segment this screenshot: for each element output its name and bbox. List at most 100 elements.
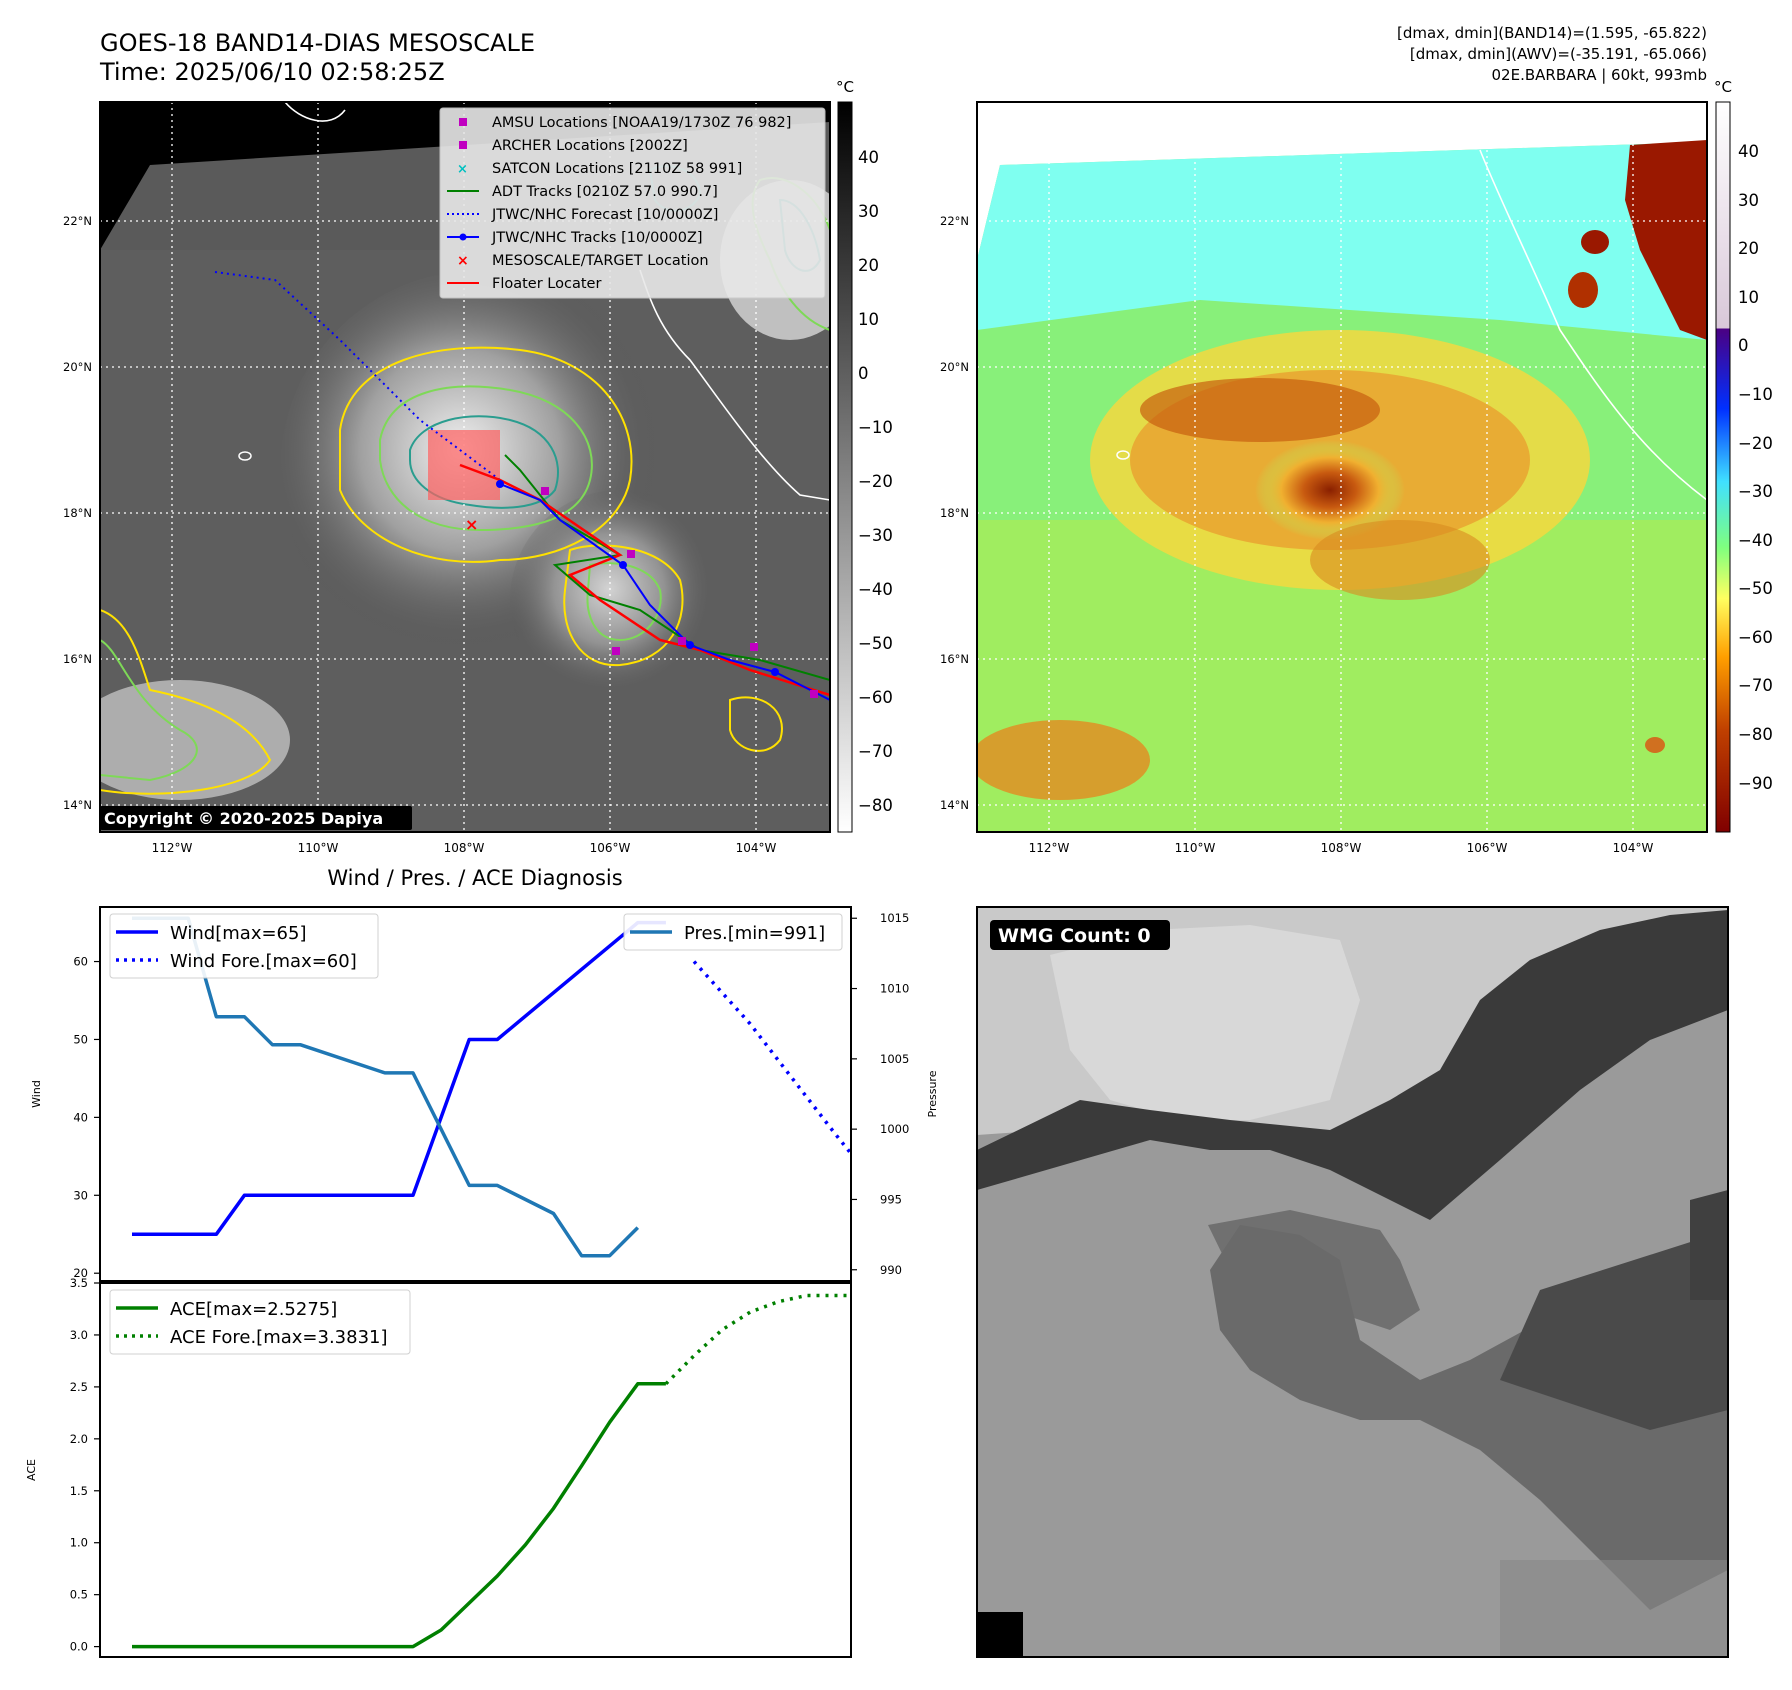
ace-series-1 [664,1293,851,1386]
wind-ytick-right-label-5: 1015 [880,911,909,925]
svg-text:18°N: 18°N [940,506,969,520]
svg-text:108°W: 108°W [444,841,485,855]
svg-text:Copyright © 2020-2025 Dapiya: Copyright © 2020-2025 Dapiya [104,809,383,828]
svg-text:Pres.[min=991]: Pres.[min=991] [684,923,825,944]
ir-lat-ticks: 22°N 20°N 18°N 16°N 14°N [63,214,92,812]
svg-text:20: 20 [858,256,879,275]
legend-item-archer: ARCHER Locations [2002Z] [459,138,688,154]
wind-ytick-label-1: 30 [73,1188,88,1202]
svg-text:104°W: 104°W [736,841,777,855]
ace-ytick-label-2: 1.0 [70,1536,88,1550]
wmg-panel: WMG Count: 0 [976,906,1729,1658]
svg-text:10: 10 [1738,288,1759,307]
wind-ytick-right-label-1: 995 [880,1192,902,1206]
svg-text:16°N: 16°N [63,652,92,666]
svg-text:106°W: 106°W [1467,841,1508,855]
svg-text:110°W: 110°W [298,841,339,855]
svg-text:22°N: 22°N [940,214,969,228]
info-band14: [dmax, dmin](BAND14)=(1.595, -65.822) [1397,24,1707,42]
time-label: Time: 2025/06/10 02:58:25Z [99,58,445,86]
ace-chart: 0.0 0.5 1.0 1.5 2.0 2.5 3.0 3.5 ACE ACE[max=2.5… [25,1276,852,1658]
awv-map-panel [977,102,1707,832]
svg-text:104°W: 104°W [1613,841,1654,855]
svg-text:JTWC/NHC Tracks [10/0000Z]: JTWC/NHC Tracks [10/0000Z] [491,230,703,246]
svg-text:18°N: 18°N [63,506,92,520]
wind-ytick-right-label-3: 1005 [880,1052,909,1066]
mesoscale-box [428,430,500,500]
svg-text:112°W: 112°W [152,841,193,855]
awv-gridlines [977,102,1707,832]
floater-track [459,463,830,697]
svg-text:40: 40 [858,148,879,167]
wind-legend: Wind[max=65] Wind Fore.[max=60] [109,913,379,979]
wind-ylabel: Wind [30,1080,43,1108]
awv-colorbar: °C 40 30 20 10 0 −10 −20 −30 −40 −50 −60… [1714,78,1773,833]
svg-text:ACE Fore.[max=3.3831]: ACE Fore.[max=3.3831] [170,1327,388,1348]
svg-text:−50: −50 [1738,579,1773,598]
svg-text:−80: −80 [1738,725,1773,744]
svg-text:Wind[max=65]: Wind[max=65] [170,923,307,944]
wind-series-1 [692,960,851,1157]
svg-text:110°W: 110°W [1175,841,1216,855]
svg-text:°C: °C [1714,78,1732,96]
svg-text:30: 30 [1738,191,1759,210]
awv-lat-ticks: 22°N 20°N 18°N 16°N 14°N [940,214,969,812]
svg-text:−70: −70 [858,742,893,761]
wind-ytick-label-4: 60 [73,955,88,969]
svg-text:Floater Locater: Floater Locater [492,276,601,292]
svg-text:−30: −30 [1738,482,1773,501]
wind-ytick-label-0: 20 [73,1266,88,1280]
svg-text:112°W: 112°W [1029,841,1070,855]
awv-map-frame [976,101,1708,833]
amsu-markers [541,487,818,698]
wind-ytick-label-3: 50 [73,1032,88,1046]
ace-ytick-label-6: 3.0 [70,1328,88,1342]
svg-text:30: 30 [858,202,879,221]
svg-text:10: 10 [858,310,879,329]
svg-text:−10: −10 [1738,385,1773,404]
svg-text:×: × [457,253,469,269]
wind-ytick-label-2: 40 [73,1110,88,1124]
svg-text:°C: °C [836,78,854,96]
diagnosis-title: Wind / Pres. / ACE Diagnosis [327,866,622,890]
legend-item-mesoscale: × MESOSCALE/TARGET Location [457,253,709,269]
awv-lon-ticks: 112°W 110°W 108°W 106°W 104°W [1029,841,1654,855]
svg-text:ADT Tracks [0210Z 57.0 990.7]: ADT Tracks [0210Z 57.0 990.7] [492,184,718,200]
ace-ytick-label-1: 0.5 [70,1588,88,1602]
svg-text:40: 40 [1738,142,1759,161]
svg-text:−30: −30 [858,526,893,545]
svg-text:−40: −40 [858,580,893,599]
ace-legend: ACE[max=2.5275] ACE Fore.[max=3.3831] [109,1289,411,1355]
wind-chart: 20 30 40 50 60 990 995 1000 1005 1010 1015 Wind P… [30,906,939,1282]
svg-text:WMG Count: 0: WMG Count: 0 [998,925,1151,947]
svg-text:−60: −60 [1738,628,1773,647]
ace-ylabel: ACE [25,1459,38,1481]
svg-text:ARCHER Locations [2002Z]: ARCHER Locations [2002Z] [492,138,688,154]
wind-series-0 [132,920,666,1237]
svg-text:14°N: 14°N [63,798,92,812]
wmg-count-badge: WMG Count: 0 [990,920,1170,950]
info-storm: 02E.BARBARA | 60kt, 993mb [1492,66,1707,84]
svg-text:−10: −10 [858,418,893,437]
svg-text:−80: −80 [858,796,893,815]
svg-text:SATCON Locations [2110Z 58 991: SATCON Locations [2110Z 58 991] [492,161,742,177]
svg-text:MESOSCALE/TARGET Location: MESOSCALE/TARGET Location [492,253,709,269]
coastline [284,102,830,501]
svg-text:20°N: 20°N [63,360,92,374]
pressure-legend: Pres.[min=991] [623,913,843,951]
legend-item-floater: Floater Locater [447,276,601,292]
svg-text:−60: −60 [858,688,893,707]
svg-text:20: 20 [1738,239,1759,258]
svg-text:108°W: 108°W [1321,841,1362,855]
ace-ytick-label-3: 1.5 [70,1484,88,1498]
svg-text:16°N: 16°N [940,652,969,666]
copyright-badge: Copyright © 2020-2025 Dapiya [100,806,412,830]
svg-text:ACE[max=2.5275]: ACE[max=2.5275] [170,1299,337,1320]
ir-lon-ticks: 112°W 110°W 108°W 106°W 104°W [152,841,777,855]
pressure-ylabel: Pressure [926,1070,939,1117]
svg-text:−50: −50 [858,634,893,653]
svg-text:0: 0 [858,364,869,383]
ace-ytick-label-7: 3.5 [70,1276,88,1290]
legend-item-amsu: AMSU Locations [NOAA19/1730Z 76 982] [459,115,791,131]
